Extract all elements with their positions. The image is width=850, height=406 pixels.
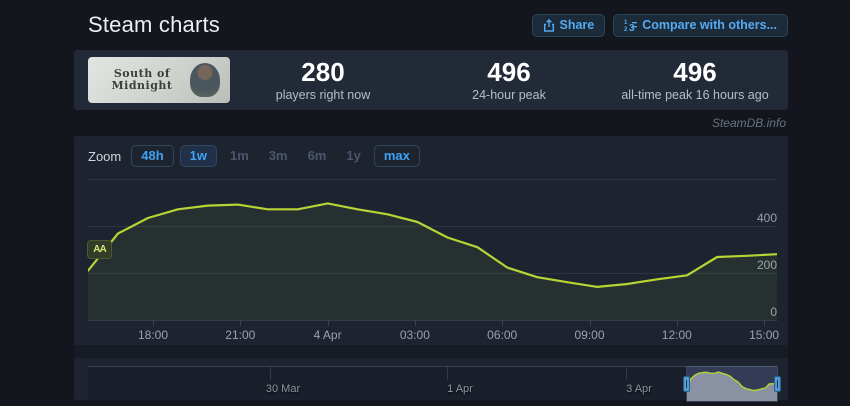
game-capsule-image[interactable]: South of Midnight (88, 57, 230, 103)
zoom-label: Zoom (88, 148, 122, 164)
x-axis-label: 21:00 (225, 328, 256, 342)
player-count-line-series (88, 202, 777, 320)
compare-button-label: Compare with others... (642, 17, 777, 32)
gridline-600 (88, 179, 777, 180)
x-axis-label: 06:00 (487, 328, 518, 342)
stat-24h-peak: 496 24-hour peak (416, 58, 602, 103)
x-axis-tick (240, 320, 242, 326)
svg-text:2: 2 (624, 27, 628, 32)
header: Steam charts Share 1 2 3 Compa (74, 8, 788, 42)
navigator-tick (447, 367, 448, 380)
game-capsule-title: South of Midnight (111, 67, 173, 92)
players-now-value: 280 (301, 56, 345, 87)
x-axis-label: 15:00 (749, 328, 780, 342)
gridline-0-axis (88, 320, 777, 321)
x-axis-tick (414, 320, 416, 326)
zoom-button-6m: 6m (301, 145, 334, 167)
navigator-right-handle[interactable] (774, 376, 781, 392)
zoom-button-48h[interactable]: 48h (131, 145, 174, 168)
navigator-tick (626, 367, 627, 380)
zoom-button-max[interactable]: max (373, 145, 420, 168)
peak-24h-value: 496 (487, 56, 531, 87)
chart-navigator-separator (74, 345, 788, 358)
x-axis-tick (502, 320, 504, 326)
x-axis-tick (327, 320, 329, 326)
compare-button[interactable]: 1 2 3 Compare with others... (613, 13, 788, 37)
y-axis-label-0: 0 (770, 305, 777, 319)
stats-panel: South of Midnight 280 players right now … (74, 50, 788, 110)
gridline-400 (88, 226, 777, 227)
svg-text:1: 1 (624, 20, 628, 26)
share-button-label: Share (559, 17, 595, 32)
share-icon (543, 18, 555, 32)
annotation-flag-AA[interactable]: AA (87, 240, 112, 259)
x-axis-label: 03:00 (399, 328, 430, 342)
compare-sort-numeric-icon: 1 2 3 (624, 19, 638, 32)
steamdb-watermark: SteamDB.info (711, 116, 786, 130)
main-chart-plot-area[interactable]: 400 200 0 AA (87, 170, 777, 321)
x-axis-label: 12:00 (661, 328, 692, 342)
peak-24h-label: 24-hour peak (472, 88, 546, 103)
zoom-button-1w[interactable]: 1w (179, 145, 217, 168)
x-axis-tick (589, 320, 591, 326)
y-axis-label-400: 400 (756, 211, 777, 225)
stat-alltime-peak: 496 all-time peak 16 hours ago (602, 58, 788, 103)
gridline-200 (88, 273, 777, 274)
navigator-left-handle[interactable] (683, 376, 690, 392)
navigator-date-label: 30 Mar (265, 383, 301, 395)
zoom-range-selector: Zoom 48h 1w 1m 3m 6m 1y max (88, 145, 426, 168)
x-axis-tick (676, 320, 678, 326)
navigator-mini-series (687, 371, 777, 401)
peak-alltime-value: 496 (673, 56, 717, 87)
game-capsule-character-art (190, 63, 220, 97)
peak-alltime-label: all-time peak 16 hours ago (621, 88, 769, 103)
navigator-selection-window[interactable] (683, 366, 781, 402)
share-button[interactable]: Share (531, 13, 606, 37)
zoom-button-1m: 1m (223, 145, 256, 167)
x-axis-tick (153, 320, 154, 326)
x-axis: 18:00 21:00 4 Apr 03:00 06:00 09:00 12:00 15:00 (88, 320, 779, 346)
svg-text:3: 3 (629, 23, 635, 32)
y-axis-label-200: 200 (757, 258, 777, 272)
navigator-date-label: 3 Apr (626, 383, 652, 395)
x-axis-tick (764, 320, 766, 326)
navigator-tick (270, 367, 271, 380)
x-axis-label: 4 Apr (313, 328, 342, 342)
players-now-label: players right now (275, 88, 371, 103)
stat-players-now: 280 players right now (230, 58, 416, 103)
page-title: Steam charts (88, 12, 221, 37)
navigator-date-label: 1 Apr (447, 383, 473, 395)
zoom-button-3m: 3m (262, 145, 295, 167)
page-container: Steam charts Share 1 2 3 Compa (74, 0, 788, 406)
zoom-button-1y: 1y (339, 145, 367, 167)
x-axis-label: 18:00 (137, 328, 169, 342)
x-axis-label: 09:00 (574, 328, 605, 342)
zoom-buttons-group: 48h 1w 1m 3m 6m 1y max (131, 145, 426, 168)
navigator-strip[interactable]: 30 Mar 1 Apr 3 Apr (88, 366, 781, 402)
